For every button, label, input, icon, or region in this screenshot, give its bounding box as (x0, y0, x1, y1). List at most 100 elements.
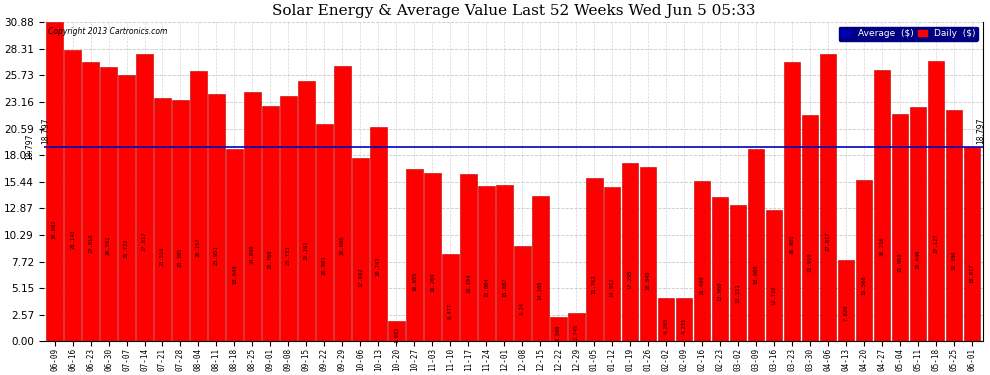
Text: 14.912: 14.912 (610, 278, 615, 297)
Bar (658, 298, 674, 342)
Text: 13.960: 13.960 (718, 281, 723, 301)
Text: 23.733: 23.733 (286, 246, 291, 265)
Bar (694, 181, 711, 342)
Bar (154, 98, 170, 342)
Text: 30.882: 30.882 (52, 220, 57, 239)
Text: 4.203: 4.203 (663, 318, 668, 334)
Text: 18.649: 18.649 (232, 264, 237, 284)
Text: 23.518: 23.518 (160, 247, 165, 266)
Bar (747, 149, 764, 342)
Bar (262, 106, 279, 342)
Text: 27.817: 27.817 (826, 231, 831, 251)
Text: 13.221: 13.221 (736, 284, 741, 303)
Text: 15.499: 15.499 (700, 276, 705, 295)
Bar (172, 100, 189, 342)
Text: 26.552: 26.552 (106, 236, 111, 255)
Bar (892, 114, 909, 342)
Bar (838, 261, 854, 342)
Bar (766, 210, 782, 342)
Bar (460, 174, 476, 342)
Text: 16.845: 16.845 (645, 271, 650, 290)
Text: 26.666: 26.666 (340, 235, 345, 255)
Text: 15.004: 15.004 (484, 278, 489, 297)
Bar (874, 70, 890, 342)
Text: 21.919: 21.919 (808, 252, 813, 272)
Bar (712, 197, 729, 342)
Bar (604, 187, 621, 342)
Text: 26.157: 26.157 (196, 237, 201, 256)
Text: 15.087: 15.087 (502, 277, 507, 297)
Bar (568, 313, 584, 342)
Bar (963, 147, 980, 342)
Bar (945, 110, 962, 342)
Text: 2.745: 2.745 (574, 323, 579, 340)
Bar (245, 92, 260, 342)
Text: 22.396: 22.396 (951, 251, 956, 270)
Text: Copyright 2013 Cartronics.com: Copyright 2013 Cartronics.com (49, 27, 168, 36)
Bar (190, 71, 207, 342)
Bar (334, 66, 350, 342)
Text: 17.295: 17.295 (628, 269, 633, 289)
Bar (118, 75, 135, 342)
Bar (280, 96, 297, 342)
Bar (802, 115, 819, 342)
Text: 16.655: 16.655 (412, 272, 417, 291)
Text: 22.646: 22.646 (916, 250, 921, 269)
Bar (406, 169, 423, 342)
Text: 8.477: 8.477 (447, 303, 452, 319)
Bar (137, 54, 152, 342)
Text: 18.600: 18.600 (753, 264, 758, 284)
Bar (586, 178, 603, 342)
Text: 1.933: 1.933 (394, 326, 399, 343)
Text: 18.797: 18.797 (976, 117, 985, 144)
Bar (47, 22, 62, 342)
Text: 25.722: 25.722 (124, 238, 129, 258)
Bar (478, 186, 495, 342)
Text: 12.718: 12.718 (771, 286, 776, 305)
Text: 23.951: 23.951 (214, 245, 219, 264)
Text: 9.24: 9.24 (520, 302, 525, 315)
Text: 15.762: 15.762 (592, 274, 597, 294)
Text: 15.568: 15.568 (861, 275, 866, 295)
Bar (730, 205, 746, 342)
Bar (910, 107, 927, 342)
Text: 24.098: 24.098 (249, 244, 255, 264)
Text: 18.797: 18.797 (41, 117, 50, 144)
Bar (226, 148, 243, 342)
Bar (388, 321, 405, 342)
Bar (424, 173, 441, 342)
Text: 2.398: 2.398 (555, 325, 560, 341)
Bar (820, 54, 837, 342)
Text: 27.018: 27.018 (88, 234, 93, 254)
Bar (496, 185, 513, 342)
Text: 20.743: 20.743 (376, 256, 381, 276)
Text: 20.981: 20.981 (322, 256, 327, 275)
Bar (532, 196, 548, 342)
Text: 4.231: 4.231 (682, 318, 687, 334)
Text: 21.959: 21.959 (898, 252, 903, 272)
Bar (370, 127, 387, 342)
Text: 14.105: 14.105 (538, 280, 543, 300)
Bar (352, 159, 368, 342)
Title: Solar Energy & Average Value Last 52 Weeks Wed Jun 5 05:33: Solar Energy & Average Value Last 52 Wee… (271, 4, 755, 18)
Text: 27.817: 27.817 (142, 231, 147, 251)
Text: 27.127: 27.127 (934, 234, 939, 253)
Bar (298, 81, 315, 342)
Text: 26.216: 26.216 (879, 237, 884, 256)
Text: 23.385: 23.385 (178, 247, 183, 267)
Bar (855, 180, 872, 342)
Bar (316, 124, 333, 342)
Bar (64, 50, 81, 342)
Bar (82, 62, 99, 342)
Text: 18.817: 18.817 (969, 264, 974, 283)
Text: 7.829: 7.829 (843, 305, 848, 321)
Text: 16.154: 16.154 (466, 273, 471, 293)
Bar (514, 246, 531, 342)
Legend: Average  ($), Daily  ($): Average ($), Daily ($) (839, 27, 978, 41)
Text: 17.692: 17.692 (357, 268, 363, 287)
Text: 28.143: 28.143 (70, 230, 75, 249)
Bar (640, 167, 656, 342)
Bar (784, 63, 800, 342)
Bar (550, 316, 566, 342)
Bar (928, 61, 944, 342)
